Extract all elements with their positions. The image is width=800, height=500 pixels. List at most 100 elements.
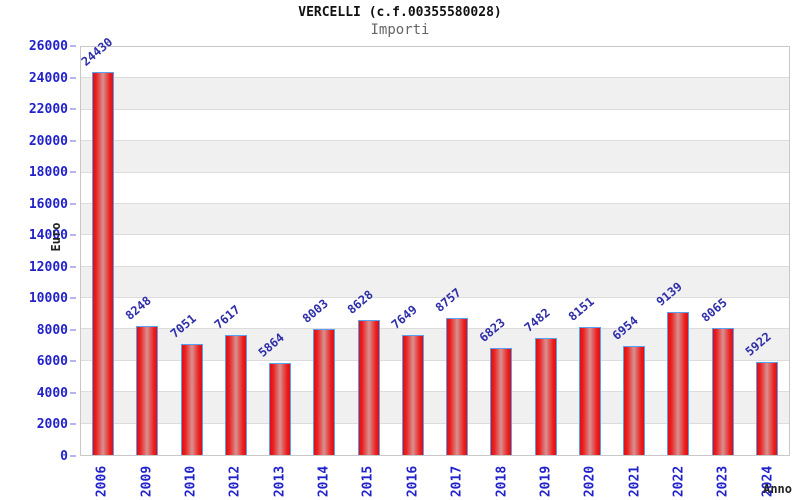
bar-value-label: 6823 <box>477 315 509 345</box>
x-tick-slot: 2014 <box>302 458 346 500</box>
bar-2020 <box>578 327 601 455</box>
x-tick-label-2009: 2009 <box>139 465 155 498</box>
bar-value-label: 8065 <box>698 295 730 326</box>
bar-value-label: 8003 <box>300 296 332 327</box>
bar-2009 <box>136 325 159 455</box>
x-tick-label-2012: 2012 <box>227 465 243 498</box>
x-tick-label-2019: 2019 <box>538 465 554 498</box>
y-tick-mark <box>70 139 76 142</box>
y-axis-title: Euro <box>49 222 63 252</box>
y-tick-mark <box>70 76 76 79</box>
bar-slot-2022: 9139 <box>654 47 700 455</box>
y-tick-label: 16000 <box>28 196 68 212</box>
bar-2010 <box>180 344 203 455</box>
grid-band <box>81 78 789 110</box>
x-tick-label-2016: 2016 <box>405 465 421 498</box>
y-tick-label: 4000 <box>36 385 68 401</box>
bar-value-label: 9139 <box>654 279 686 309</box>
x-tick-slot: 2021 <box>613 458 657 500</box>
y-tick-mark <box>70 171 76 174</box>
y-tick-label: 26000 <box>28 39 68 54</box>
x-tick-slot: 2016 <box>391 458 435 500</box>
bar-slot-2018: 6823 <box>477 47 523 455</box>
grid-band <box>81 361 789 393</box>
bar-value-label: 7482 <box>521 305 553 335</box>
bar-value-label: 8628 <box>344 287 376 317</box>
bar-2021 <box>623 345 646 455</box>
y-tick-mark <box>70 328 76 331</box>
y-tick-mark <box>70 391 76 394</box>
bar-value-label: 5922 <box>742 329 774 359</box>
bar-value-label: 7051 <box>167 311 199 342</box>
grid-band <box>81 298 789 330</box>
bar-slot-2021: 6954 <box>609 47 656 455</box>
y-tick-label: 0 <box>60 449 68 464</box>
bar-value-label: 5864 <box>255 330 287 360</box>
bar-slot-2012: 7617 <box>211 47 258 455</box>
bar-value-label: 7649 <box>388 302 420 332</box>
bar-2012 <box>224 335 247 455</box>
x-tick-slot: 2019 <box>524 458 568 500</box>
x-tick-slot: 2012 <box>213 458 257 500</box>
bars-layer: 24430 8248 7051 7617 5864 8003 8628 7649 8757 682… <box>79 34 789 455</box>
y-tick-label: 20000 <box>28 133 68 149</box>
x-tick-slot: 2009 <box>124 458 168 500</box>
x-tick-slot: 2018 <box>479 458 523 500</box>
x-tick-label-2020: 2020 <box>582 465 598 498</box>
y-tick-label: 18000 <box>28 165 68 181</box>
grid-band <box>81 266 789 298</box>
x-tick-label-2010: 2010 <box>183 465 199 498</box>
y-tick-mark <box>70 297 76 300</box>
y-axis: 0 2000 4000 6000 8000 10000 12000 14000 16000 180… <box>0 40 80 463</box>
grid-band <box>81 203 789 236</box>
chart-subtitle: Importi <box>370 22 430 38</box>
grid-band <box>81 173 789 204</box>
grid-band <box>81 141 789 173</box>
x-tick-label-2006: 2006 <box>94 465 110 498</box>
x-axis: 2006 2009 2010 2012 2013 2014 2015 2016 2017 2018… <box>80 458 790 500</box>
bar-2017 <box>446 317 469 455</box>
x-tick-slot: 2006 <box>80 458 124 500</box>
y-tick-label: 2000 <box>36 417 68 433</box>
bar-2016 <box>401 334 424 455</box>
bar-slot-2009: 8248 <box>123 47 169 455</box>
bar-2015 <box>357 319 380 455</box>
bar-2018 <box>490 347 513 455</box>
bar-value-label: 7617 <box>211 302 243 333</box>
y-tick-label: 24000 <box>28 70 68 86</box>
bar-slot-2013: 5864 <box>255 47 302 455</box>
y-tick-label: 6000 <box>36 354 68 370</box>
y-tick-mark <box>70 360 76 363</box>
bar-2023 <box>711 328 734 455</box>
bar-2013 <box>269 362 292 455</box>
bar-value-label: 24430 <box>78 34 116 69</box>
y-tick-mark <box>70 455 76 457</box>
y-tick-label: 10000 <box>28 291 68 307</box>
bar-value-label: 8151 <box>565 294 597 324</box>
y-tick-mark <box>70 234 76 237</box>
x-tick-label-2015: 2015 <box>360 465 376 498</box>
bar-slot-2014: 8003 <box>300 47 346 455</box>
y-tick-mark <box>70 108 76 111</box>
grid-band <box>81 110 789 142</box>
bar-2019 <box>534 337 557 455</box>
bar-value-label: 8757 <box>432 285 464 315</box>
x-tick-slot: 2017 <box>435 458 479 500</box>
x-tick-label-2017: 2017 <box>449 465 465 498</box>
y-tick-label: 8000 <box>36 322 68 338</box>
bar-value-label: 6954 <box>609 313 641 343</box>
x-tick-slot: 2013 <box>258 458 302 500</box>
y-tick-mark <box>70 202 76 205</box>
bar-slot-2015: 8628 <box>344 47 391 455</box>
x-tick-label-2023: 2023 <box>715 465 731 498</box>
bar-2014 <box>313 329 336 455</box>
grid-band <box>81 47 789 79</box>
bar-slot-2017: 8757 <box>432 47 479 455</box>
plot-area: 24430 8248 7051 7617 5864 8003 8628 7649 8757 682… <box>79 34 790 456</box>
bar-slot-2016: 7649 <box>388 47 435 455</box>
x-axis-title: Anno <box>763 482 792 496</box>
y-tick-mark <box>70 265 76 268</box>
bar-slot-2024: 5922 <box>742 47 789 455</box>
chart-title: VERCELLI (c.f.00355580028) <box>298 5 502 20</box>
